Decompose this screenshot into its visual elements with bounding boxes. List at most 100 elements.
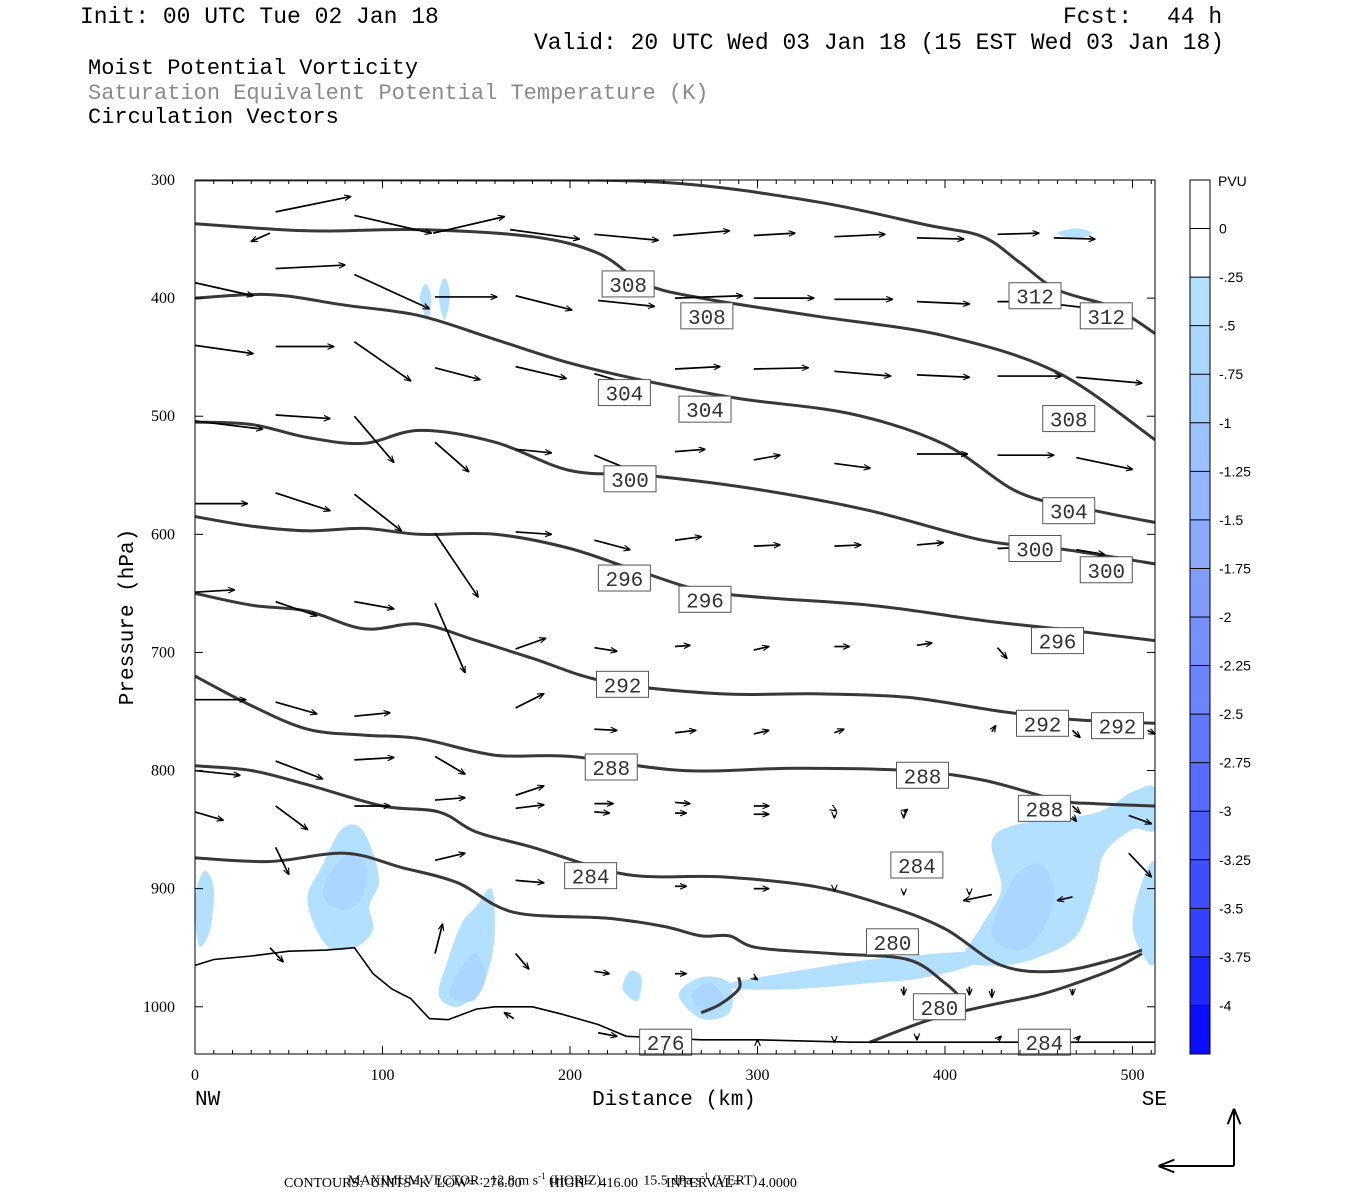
y-tick-label: 1000 [143,999,175,1016]
colorbar-box [1190,180,1210,229]
vert-max-value: 15.5 dPa s [643,1173,702,1189]
circulation-vector [432,217,504,234]
colorbar-box [1190,228,1210,278]
circulation-vector [353,493,401,531]
circulation-vector [275,265,345,270]
svg-text:280: 280 [874,934,912,957]
contour-label-296: 296 [597,564,651,593]
circulation-vector [753,455,780,461]
circulation-vector [673,231,729,237]
contour-label-308: 308 [601,270,655,299]
contour-label-300: 300 [1008,534,1062,563]
circulation-vector [354,600,393,609]
circulation-vector [834,729,843,733]
contour-label-304: 304 [597,379,651,408]
colorbar-label: -2 [1219,609,1232,625]
svg-text:276: 276 [647,1034,685,1057]
circulation-vector [996,647,1007,659]
circulation-vector [515,638,546,650]
svg-text:288: 288 [592,759,630,782]
y-tick-label: 900 [151,881,175,898]
theta-contour-300 [195,420,1155,566]
circulation-vector [275,600,317,616]
circulation-vector [834,545,860,546]
colorbar-label: -3.5 [1219,900,1243,916]
circulation-vector [194,420,263,429]
colorbar-box [1190,859,1210,909]
horiz-max-value: 12.8 m s [490,1173,539,1189]
contour-label-284: 284 [564,862,618,891]
contour-label-280: 280 [912,993,966,1022]
svg-text:288: 288 [1025,800,1063,823]
colorbar-label: -4 [1219,997,1232,1013]
svg-text:300: 300 [611,471,649,494]
y-tick-label: 800 [151,763,175,780]
colorbar-label: -2.75 [1219,755,1251,771]
x-tick-label: 300 [746,1067,770,1084]
max-vector-footer: MAXIMUM VECTOR: 12.8 m s-1 (HORIZ) 15.5 … [341,1158,757,1189]
circulation-vector [754,977,758,979]
svg-text:296: 296 [1039,633,1077,656]
circulation-vector [434,441,469,472]
circulation-vector [916,302,970,304]
colorbar-box [1190,325,1210,375]
colorbar-box [1190,908,1210,957]
x-right-end-label: SE [1142,1089,1167,1112]
terrain-line [195,946,1155,1043]
theta-contour-312 [195,180,1155,335]
pv-area [449,953,486,1003]
colorbar-label: -1.25 [1219,463,1251,479]
svg-text:304: 304 [686,401,724,424]
y-tick-label: 300 [151,172,175,189]
circulation-vector [1053,238,1095,239]
circulation-vector [1076,376,1142,383]
colorbar-box [1190,1005,1210,1054]
circulation-vector [916,375,970,377]
circulation-vector [753,233,795,235]
colorbar-box [1190,714,1210,763]
svg-text:308: 308 [609,276,647,299]
x-left-end-label: NW [195,1089,221,1112]
colorbar-label: -.75 [1219,366,1243,382]
circulation-vector [834,462,870,468]
circulation-vector [194,344,253,353]
pv-area [419,283,432,320]
circulation-vector [834,234,885,236]
x-axis-title: Distance (km) [592,1089,756,1112]
x-tick-label: 400 [933,1067,957,1084]
circulation-vector [753,368,808,369]
circulation-vector [514,953,529,969]
circulation-vector [1076,548,1104,555]
colorbar-box [1190,519,1210,569]
circulation-vector [194,281,253,296]
circulation-vector [594,539,630,549]
horiz-tag: (HORIZ) [549,1173,602,1189]
colorbar-title: PVU [1218,173,1247,189]
contour-label-292: 292 [1091,712,1144,741]
colorbar-box [1190,471,1210,520]
svg-text:308: 308 [688,308,726,331]
svg-text:284: 284 [1025,1034,1063,1057]
x-tick-label: 200 [558,1067,582,1084]
circulation-vector [434,798,465,800]
circulation-vector [1128,852,1152,877]
circulation-vector [434,853,465,862]
pv-area [322,853,368,911]
circulation-vector [515,786,544,797]
circulation-vector [434,924,443,954]
circulation-vector [504,1013,515,1020]
forecast-hours: 44 h [1167,4,1223,30]
terrain [195,946,1155,1043]
pv-colorbar: 0 -.25 -.5 -.75 -1 -1.25 -1.5 -1.75 -2 -2.25 -2.5 -… [1189,179,1251,1055]
circulation-vector [674,367,720,369]
svg-text:280: 280 [920,999,958,1022]
circulation-vector [275,414,330,419]
circulation-vector [834,810,836,811]
colorbar-box [1190,422,1210,472]
circulation-vector [674,802,690,803]
svg-text:284: 284 [572,868,610,891]
circulation-vector [275,805,308,830]
colorbar-box [1190,374,1210,423]
y-tick-label: 500 [151,408,175,425]
circulation-vector [916,238,964,239]
